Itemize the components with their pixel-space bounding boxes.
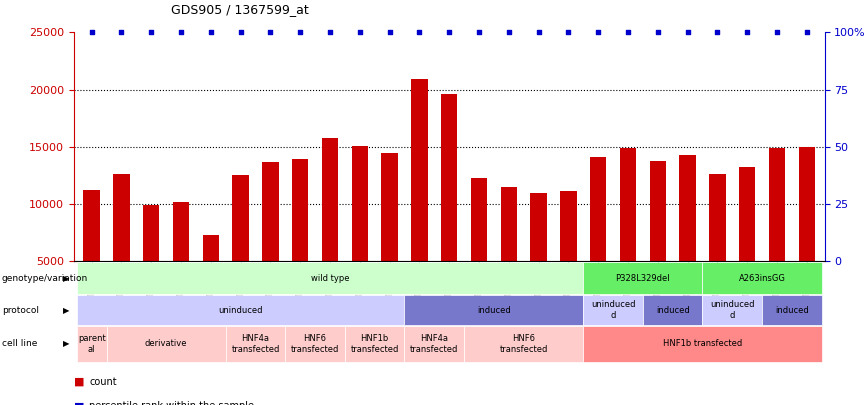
Point	[621, 29, 635, 36]
Bar	[739, 167, 755, 318]
Text: induced: induced	[477, 305, 510, 315]
Point	[115, 29, 128, 36]
Point	[710, 29, 724, 36]
Point	[204, 29, 218, 36]
Text: HNF1b
transfected: HNF1b transfected	[351, 334, 399, 354]
Point	[442, 29, 457, 36]
Text: cell line: cell line	[2, 339, 37, 348]
Bar	[649, 160, 666, 318]
Point	[85, 29, 99, 36]
Bar	[441, 94, 457, 318]
Bar	[262, 162, 279, 318]
Point	[562, 29, 575, 36]
Text: wild type: wild type	[311, 274, 349, 283]
Text: ▶: ▶	[63, 339, 69, 348]
Text: HNF4a
transfected: HNF4a transfected	[232, 334, 279, 354]
Point	[472, 29, 486, 36]
Text: uninduced: uninduced	[219, 305, 263, 315]
Bar	[233, 175, 249, 318]
Bar	[411, 79, 428, 318]
Point	[591, 29, 605, 36]
Bar	[501, 187, 517, 318]
Text: HNF1b transfected: HNF1b transfected	[663, 339, 742, 348]
Point	[293, 29, 307, 36]
Text: P328L329del: P328L329del	[615, 274, 670, 283]
Text: genotype/variation: genotype/variation	[2, 274, 88, 283]
Bar	[322, 138, 339, 318]
Bar	[470, 178, 487, 318]
Text: parent
al: parent al	[78, 334, 106, 354]
Bar	[83, 190, 100, 318]
Bar	[202, 235, 219, 318]
Text: HNF6
transfected: HNF6 transfected	[291, 334, 339, 354]
Bar	[709, 174, 726, 318]
Bar	[381, 153, 398, 318]
Text: A263insGG: A263insGG	[739, 274, 786, 283]
Text: HNF4a
transfected: HNF4a transfected	[410, 334, 458, 354]
Point	[233, 29, 247, 36]
Text: GDS905 / 1367599_at: GDS905 / 1367599_at	[171, 3, 309, 16]
Point	[383, 29, 397, 36]
Point	[174, 29, 188, 36]
Text: uninduced
d: uninduced d	[591, 301, 635, 320]
Bar	[560, 192, 576, 318]
Point	[799, 29, 813, 36]
Bar	[292, 160, 308, 318]
Point	[681, 29, 694, 36]
Text: ▶: ▶	[63, 274, 69, 283]
Text: ▶: ▶	[63, 305, 69, 315]
Text: ■: ■	[74, 401, 84, 405]
Text: protocol: protocol	[2, 305, 39, 315]
Text: uninduced
d: uninduced d	[710, 301, 754, 320]
Point	[264, 29, 278, 36]
Point	[770, 29, 784, 36]
Point	[412, 29, 426, 36]
Bar	[143, 205, 160, 318]
Bar	[680, 155, 696, 318]
Text: count: count	[89, 377, 117, 387]
Text: ■: ■	[74, 377, 84, 387]
Text: induced: induced	[655, 305, 689, 315]
Bar	[590, 157, 607, 318]
Text: percentile rank within the sample: percentile rank within the sample	[89, 401, 254, 405]
Text: derivative: derivative	[145, 339, 187, 348]
Text: HNF6
transfected: HNF6 transfected	[499, 334, 548, 354]
Point	[323, 29, 337, 36]
Point	[502, 29, 516, 36]
Bar	[352, 146, 368, 318]
Point	[531, 29, 545, 36]
Point	[651, 29, 665, 36]
Bar	[769, 148, 786, 318]
Bar	[799, 147, 815, 318]
Point	[353, 29, 367, 36]
Bar	[620, 148, 636, 318]
Point	[740, 29, 754, 36]
Bar	[113, 174, 129, 318]
Point	[144, 29, 158, 36]
Text: induced: induced	[775, 305, 809, 315]
Bar	[173, 202, 189, 318]
Bar	[530, 192, 547, 318]
